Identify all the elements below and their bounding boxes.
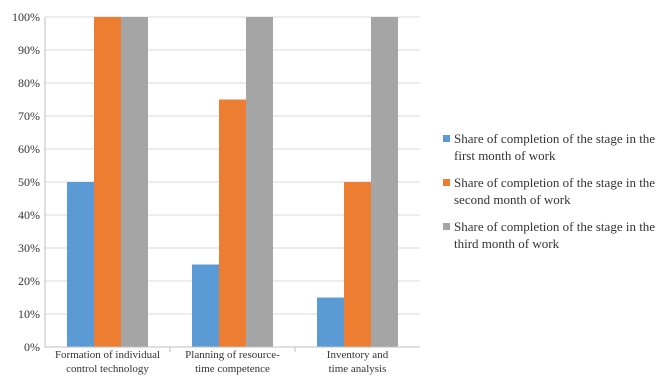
category-label: Planning of resource-: [185, 349, 280, 361]
legend-label: second month of work: [454, 192, 571, 207]
legend-label: first month of work: [454, 148, 556, 163]
y-tick-label: 20%: [18, 274, 40, 288]
y-tick-label: 80%: [18, 76, 40, 90]
category-label: time competence: [195, 363, 270, 375]
y-tick-label: 90%: [18, 43, 40, 57]
y-tick-label: 70%: [18, 109, 40, 123]
bar-series-1-category-1: [67, 182, 94, 347]
y-tick-label: 30%: [18, 241, 40, 255]
legend-swatch: [443, 179, 450, 186]
bar-series-2-category-2: [219, 99, 246, 347]
bar-series-2-category-3: [344, 182, 371, 347]
legend-label: third month of work: [454, 236, 560, 251]
y-tick-label: 10%: [18, 307, 40, 321]
legend-swatch: [443, 135, 450, 142]
bars: [67, 17, 398, 347]
category-labels: Formation of individual control technolog…: [55, 349, 389, 375]
bar-series-2-category-1: [94, 17, 121, 347]
axes: [44, 17, 420, 352]
legend-label: Share of completion of the stage in the: [454, 131, 655, 146]
y-tick-label: 100%: [12, 10, 40, 24]
bar-series-1-category-3: [317, 297, 344, 347]
y-tick-labels: 0% 10% 20% 30% 40% 50% 60% 70% 80% 90% 100%: [12, 10, 40, 354]
legend-swatch: [443, 223, 450, 230]
bar-series-3-category-2: [246, 17, 273, 347]
bar-series-3-category-1: [121, 17, 148, 347]
legend: Share of completion of the stage in the f…: [443, 131, 655, 251]
y-tick-label: 0%: [24, 340, 40, 354]
category-label: control technology: [66, 363, 149, 375]
category-label: Inventory and: [327, 349, 389, 361]
y-tick-label: 60%: [18, 142, 40, 156]
category-label: Formation of individual: [55, 349, 160, 361]
legend-label: Share of completion of the stage in the: [454, 219, 655, 234]
y-tick-label: 50%: [18, 175, 40, 189]
y-tick-label: 40%: [18, 208, 40, 222]
bar-series-3-category-3: [371, 17, 398, 347]
bar-series-1-category-2: [192, 264, 219, 347]
legend-label: Share of completion of the stage in the: [454, 175, 655, 190]
category-label: time analysis: [329, 363, 387, 375]
